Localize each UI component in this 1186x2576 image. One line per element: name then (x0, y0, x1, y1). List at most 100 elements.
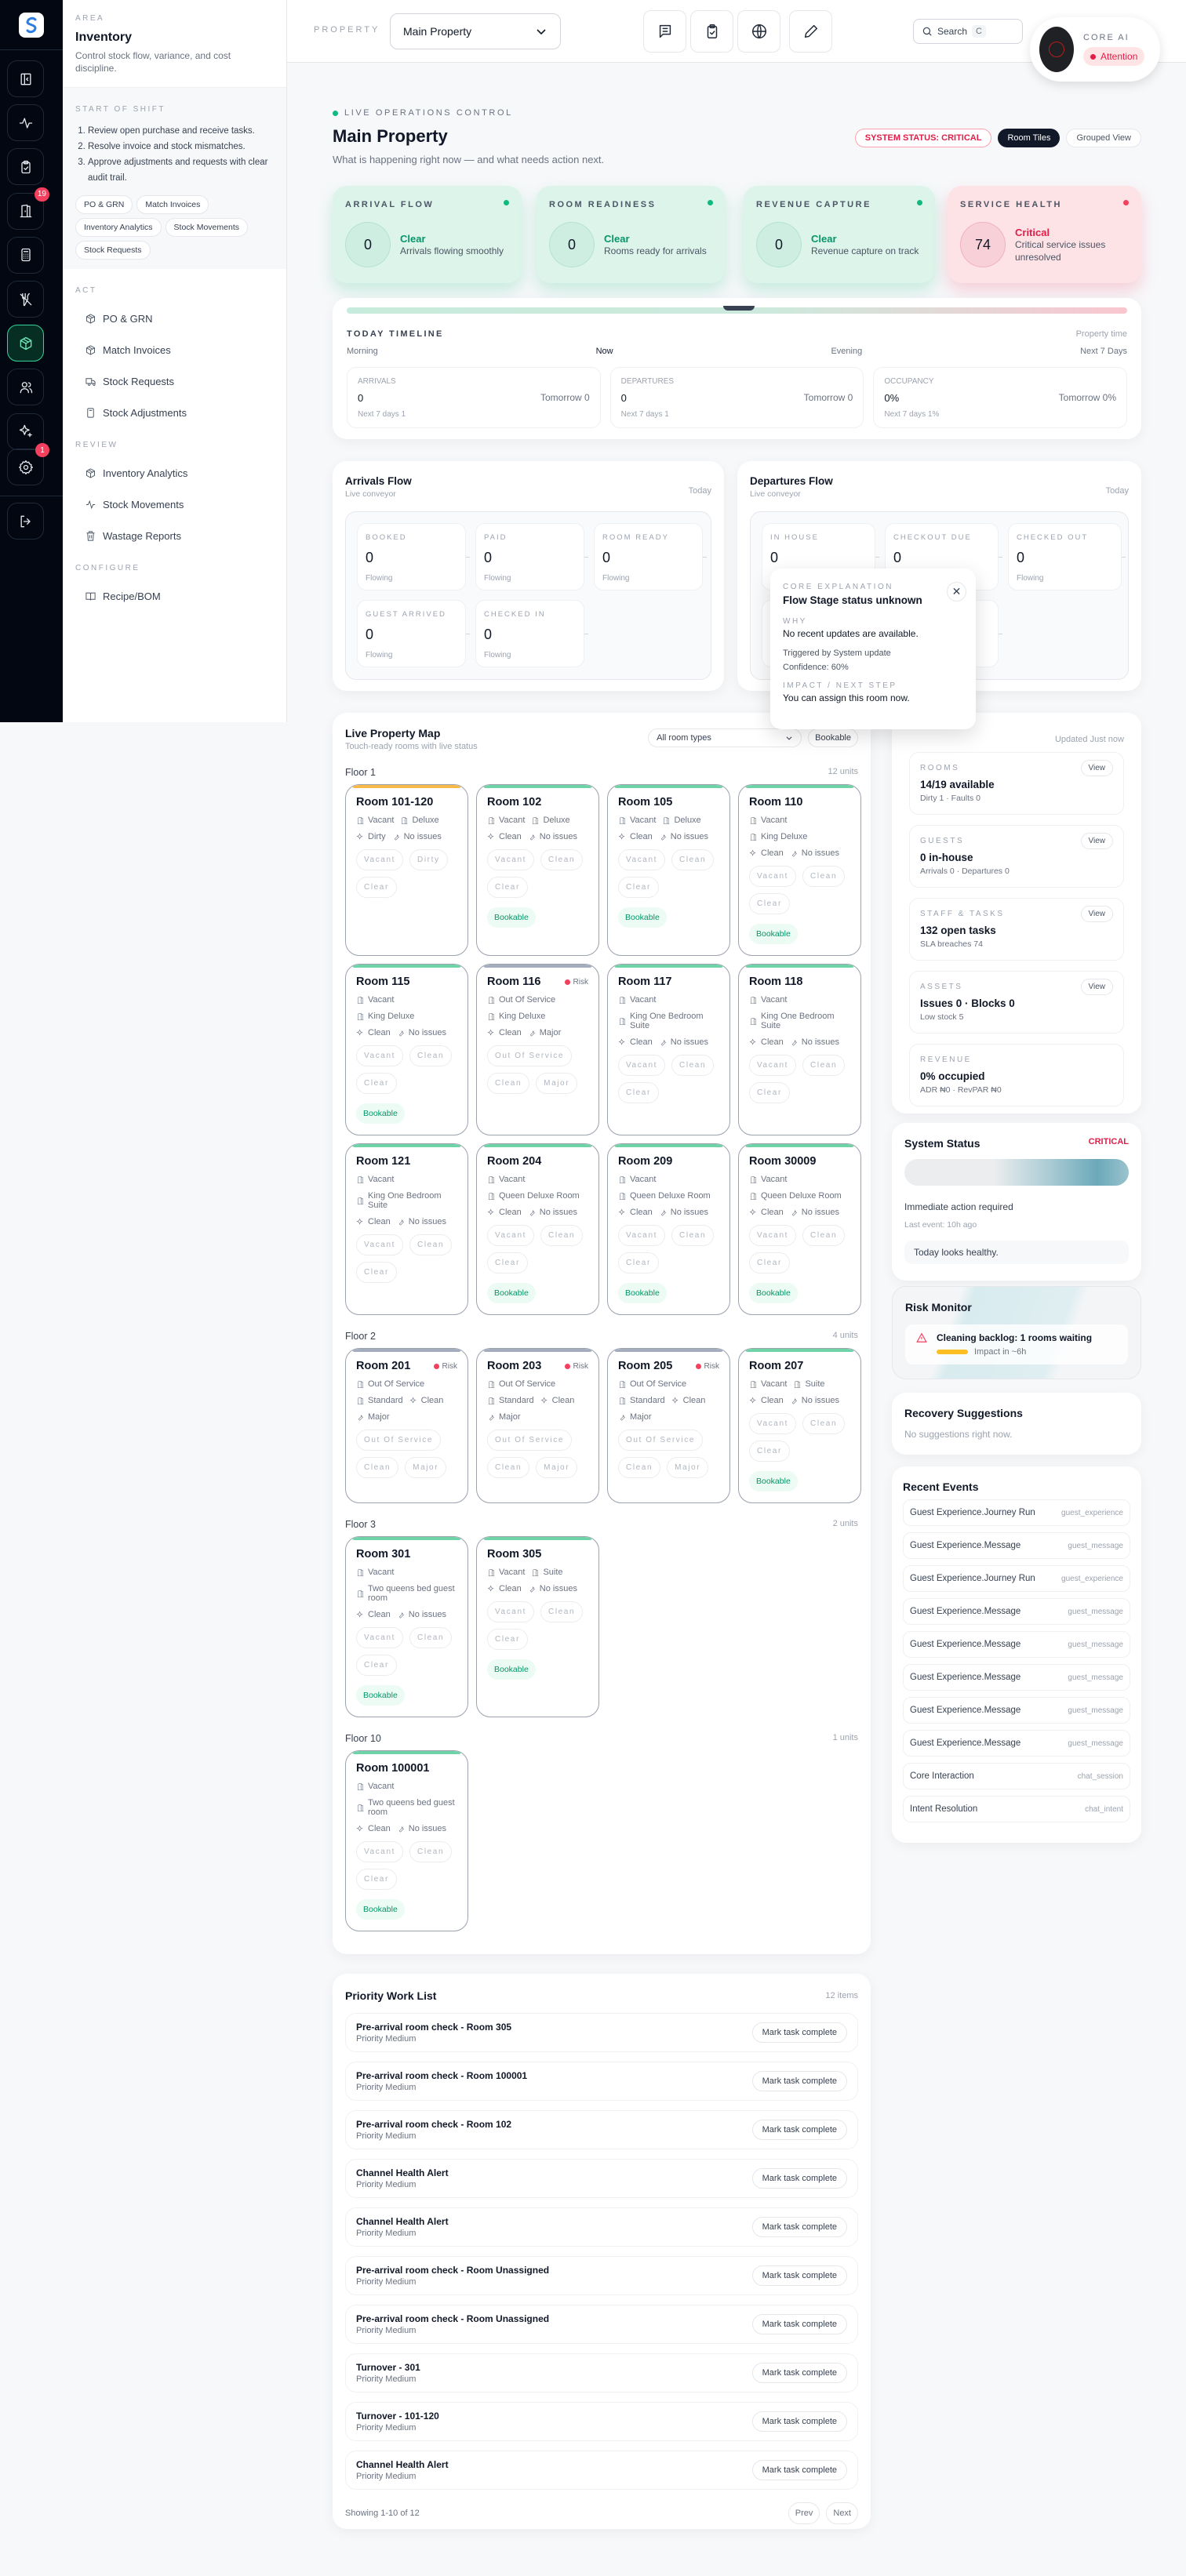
rail-item-activity[interactable] (7, 104, 44, 142)
room-tile[interactable]: Room 205 Risk Out Of Service Standard Clean M… (607, 1348, 730, 1503)
event-row[interactable]: Guest Experience.Message guest_message (903, 1730, 1130, 1757)
property-select[interactable]: Main Property (390, 13, 561, 49)
room-tile[interactable]: Room 100001 Vacant Two queens bed guest ro… (345, 1750, 468, 1931)
rail-item-package[interactable] (7, 325, 44, 362)
shift-shortcut-chip[interactable]: PO & GRN (75, 195, 133, 214)
event-row[interactable]: Guest Experience.Message guest_message (903, 1598, 1130, 1625)
view-button[interactable]: View (1080, 760, 1113, 776)
next-page-button[interactable]: Next (826, 2502, 858, 2524)
room-tile[interactable]: Room 201 Risk Out Of Service Standard Clean M… (345, 1348, 468, 1503)
messages-button[interactable] (643, 10, 686, 53)
status-card-arrival-flow[interactable]: ARRIVAL FLOW 0 Clear Arrivals flowing smoot… (333, 186, 522, 283)
event-type: guest_message (1068, 1541, 1123, 1550)
room-tile[interactable]: Room 301 Vacant Two queens bed guest room C… (345, 1536, 468, 1717)
room-tile[interactable]: Room 116 Risk Out Of Service King Deluxe Cle… (476, 964, 599, 1135)
room-meta: Clean (487, 832, 522, 841)
rail-item-utensils-off[interactable] (7, 281, 44, 318)
event-row[interactable]: Intent Resolution chat_intent (903, 1796, 1130, 1822)
room-tile[interactable]: Room 203 Risk Out Of Service Standard Clean M… (476, 1348, 599, 1503)
nav-item-match-invoices[interactable]: Match Invoices (75, 334, 274, 365)
mark-complete-button[interactable]: Mark task complete (751, 2411, 847, 2432)
room-tile[interactable]: Room 101-120 Vacant Deluxe Dirty No issues Va… (345, 784, 468, 956)
room-tile[interactable]: Room 204 Vacant Queen Deluxe Room Clean No i… (476, 1143, 599, 1315)
room-tile[interactable]: Room 105 Vacant Deluxe Clean No issues Vacant… (607, 784, 730, 956)
room-tile[interactable]: Room 207 Vacant Suite Clean No issues Vacant C… (738, 1348, 861, 1503)
mark-complete-button[interactable]: Mark task complete (751, 2363, 847, 2383)
event-row[interactable]: Core Interaction chat_session (903, 1763, 1130, 1789)
status-card-revenue-capture[interactable]: REVENUE CAPTURE 0 Clear Revenue capture on … (744, 186, 935, 283)
rail-item-sparkles[interactable] (7, 412, 44, 450)
shift-shortcut-chip[interactable]: Stock Movements (165, 218, 248, 237)
core-ai-widget[interactable]: CORE AI Attention (1030, 17, 1160, 82)
nav-item-stock-movements[interactable]: Stock Movements (75, 489, 274, 520)
room-tile[interactable]: Room 305 Vacant Suite Clean No issues Vacant C… (476, 1536, 599, 1717)
room-tile[interactable]: Room 118 Vacant King One Bedroom Suite Clea… (738, 964, 861, 1135)
risk-item[interactable]: Cleaning backlog: 1 rooms waiting Impact … (905, 1324, 1128, 1364)
logout-button[interactable] (7, 503, 44, 540)
nav-item-wastage-reports[interactable]: Wastage Reports (75, 520, 274, 551)
shift-shortcut-chip[interactable]: Match Invoices (136, 195, 209, 214)
mark-complete-button[interactable]: Mark task complete (751, 2460, 847, 2480)
system-status-badge[interactable]: SYSTEM STATUS: CRITICAL (854, 129, 992, 147)
language-button[interactable] (737, 10, 780, 53)
flow-stage-room-ready[interactable]: ROOM READY 0 Flowing (594, 523, 707, 590)
flow-stage-booked[interactable]: BOOKED 0 Flowing (357, 523, 470, 590)
room-tile[interactable]: Room 30009 Vacant Queen Deluxe Room Clean No… (738, 1143, 861, 1315)
room-tile[interactable]: Room 102 Vacant Deluxe Clean No issues Vacant… (476, 784, 599, 956)
room-tile[interactable]: Room 115 Vacant King Deluxe Clean No issues V… (345, 964, 468, 1135)
rail-item-clipboard-check[interactable] (7, 148, 44, 186)
mark-complete-button[interactable]: Mark task complete (751, 2314, 847, 2334)
door-icon (488, 816, 495, 824)
room-tile[interactable]: Room 110 Vacant King Deluxe Clean No issues V… (738, 784, 861, 956)
tasks-button[interactable] (690, 10, 733, 53)
grouped-view-toggle[interactable]: Grouped View (1066, 129, 1141, 147)
rail-item-calculator[interactable] (7, 236, 44, 274)
event-row[interactable]: Guest Experience.Message guest_message (903, 1631, 1130, 1658)
status-card-room-readiness[interactable]: ROOM READINESS 0 Clear Rooms ready for arri… (537, 186, 726, 283)
door-icon (750, 833, 757, 841)
bookable-filter[interactable]: Bookable (808, 728, 858, 747)
app-logo[interactable] (19, 13, 44, 38)
event-row[interactable]: Guest Experience.Journey Run guest_experi… (903, 1565, 1130, 1592)
nav-item-stock-requests[interactable]: Stock Requests (75, 365, 274, 397)
mark-complete-button[interactable]: Mark task complete (751, 2120, 847, 2140)
nav-item-inventory-analytics[interactable]: Inventory Analytics (75, 457, 274, 489)
view-button[interactable]: View (1080, 979, 1113, 995)
status-card-service-health[interactable]: SERVICE HEALTH 74 Critical Critical service… (948, 186, 1141, 283)
rail-item-users[interactable] (7, 369, 44, 406)
view-button[interactable]: View (1080, 906, 1113, 922)
room-tile[interactable]: Room 209 Vacant Queen Deluxe Room Clean No i… (607, 1143, 730, 1315)
mark-complete-button[interactable]: Mark task complete (751, 2168, 847, 2189)
shift-shortcut-chip[interactable]: Inventory Analytics (75, 218, 162, 237)
room-type-filter[interactable]: All room types (648, 728, 802, 747)
event-row[interactable]: Guest Experience.Message guest_message (903, 1532, 1130, 1559)
nav-item-recipe-bom[interactable]: Recipe/BOM (75, 580, 274, 612)
timeline-now-handle[interactable] (723, 306, 755, 311)
room-tile[interactable]: Room 117 Vacant King One Bedroom Suite Clea… (607, 964, 730, 1135)
room-tiles-toggle[interactable]: Room Tiles (998, 129, 1060, 147)
mark-complete-button[interactable]: Mark task complete (751, 2071, 847, 2091)
event-row[interactable]: Guest Experience.Journey Run guest_experi… (903, 1499, 1130, 1526)
rail-item-panel-collapse[interactable] (7, 60, 44, 97)
mark-complete-button[interactable]: Mark task complete (751, 2022, 847, 2043)
event-row[interactable]: Guest Experience.Message guest_message (903, 1664, 1130, 1691)
event-row[interactable]: Guest Experience.Message guest_message (903, 1697, 1130, 1724)
prev-page-button[interactable]: Prev (788, 2502, 820, 2524)
flow-stage-guest-arrived[interactable]: GUEST ARRIVED 0 Flowing (357, 600, 470, 667)
close-icon[interactable]: ✕ (947, 582, 966, 601)
flow-stage-checked-out[interactable]: CHECKED OUT 0 Flowing (1008, 523, 1126, 590)
shift-shortcut-chip[interactable]: Stock Requests (75, 241, 151, 260)
view-button[interactable]: View (1080, 833, 1113, 849)
mark-complete-button[interactable]: Mark task complete (751, 2265, 847, 2286)
flow-stage-paid[interactable]: PAID 0 Flowing (475, 523, 588, 590)
edit-button[interactable] (789, 10, 832, 53)
timeline-mark: Morning (347, 347, 378, 356)
rail-item-gear[interactable]: 1 (7, 443, 49, 485)
room-tile[interactable]: Room 121 Vacant King One Bedroom Suite Clea… (345, 1143, 468, 1315)
rail-item-door[interactable]: 19 (7, 187, 49, 230)
nav-item-stock-adjustments[interactable]: Stock Adjustments (75, 397, 274, 428)
mark-complete-button[interactable]: Mark task complete (751, 2217, 847, 2237)
search-button[interactable]: Search C (913, 19, 1023, 44)
flow-stage-checked-in[interactable]: CHECKED IN 0 Flowing (475, 600, 588, 667)
nav-item-po-grn[interactable]: PO & GRN (75, 303, 274, 334)
